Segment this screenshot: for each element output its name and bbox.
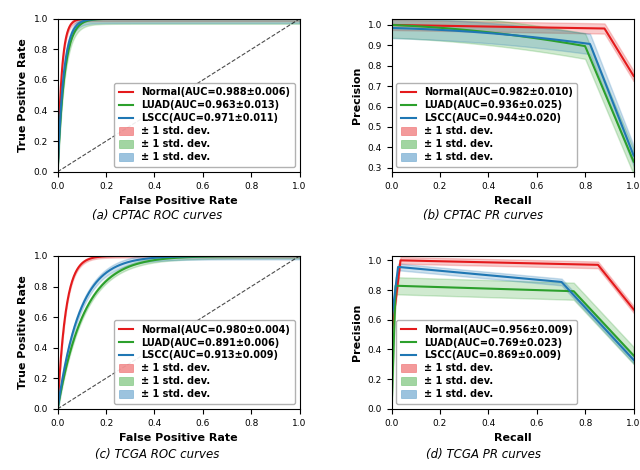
Text: (a) CPTAC ROC curves: (a) CPTAC ROC curves: [92, 209, 222, 221]
X-axis label: False Positive Rate: False Positive Rate: [119, 196, 238, 206]
Legend: Normal(AUC=0.980±0.004), LUAD(AUC=0.891±0.006), LSCC(AUC=0.913±0.009), ± 1 std. : Normal(AUC=0.980±0.004), LUAD(AUC=0.891±…: [114, 320, 295, 404]
Text: (c) TCGA ROC curves: (c) TCGA ROC curves: [95, 448, 219, 461]
X-axis label: Recall: Recall: [494, 196, 531, 206]
X-axis label: Recall: Recall: [494, 433, 531, 443]
Text: (b) CPTAC PR curves: (b) CPTAC PR curves: [423, 209, 543, 221]
Y-axis label: Precision: Precision: [352, 67, 362, 124]
Legend: Normal(AUC=0.982±0.010), LUAD(AUC=0.936±0.025), LSCC(AUC=0.944±0.020), ± 1 std. : Normal(AUC=0.982±0.010), LUAD(AUC=0.936±…: [396, 83, 577, 167]
Y-axis label: True Positive Rate: True Positive Rate: [18, 39, 28, 152]
Legend: Normal(AUC=0.988±0.006), LUAD(AUC=0.963±0.013), LSCC(AUC=0.971±0.011), ± 1 std. : Normal(AUC=0.988±0.006), LUAD(AUC=0.963±…: [114, 83, 295, 167]
Legend: Normal(AUC=0.956±0.009), LUAD(AUC=0.769±0.023), LSCC(AUC=0.869±0.009), ± 1 std. : Normal(AUC=0.956±0.009), LUAD(AUC=0.769±…: [396, 320, 577, 404]
X-axis label: False Positive Rate: False Positive Rate: [119, 433, 238, 443]
Y-axis label: True Positive Rate: True Positive Rate: [18, 275, 28, 389]
Y-axis label: Precision: Precision: [352, 304, 362, 361]
Text: (d) TCGA PR curves: (d) TCGA PR curves: [426, 448, 541, 461]
